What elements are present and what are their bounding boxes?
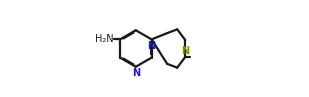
Text: N: N: [147, 41, 156, 51]
Text: N: N: [132, 68, 140, 78]
Text: H₂N: H₂N: [95, 34, 113, 44]
Text: N: N: [181, 46, 189, 56]
